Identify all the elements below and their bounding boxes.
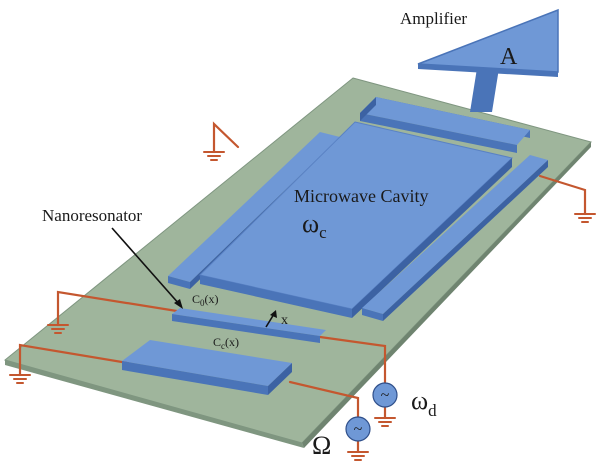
cavity-right-electrode <box>362 155 548 321</box>
omega-d-label: ωd <box>411 386 437 420</box>
ground-icon <box>374 417 396 427</box>
board-edge-front <box>5 360 304 448</box>
omega-d-subscript: d <box>428 401 437 420</box>
nanoresonator-pointer <box>111 227 183 309</box>
ac-source-omega-d: ~ <box>372 382 398 408</box>
ground-icon <box>47 324 69 334</box>
wire-nanoresonator-right-source <box>318 335 387 385</box>
x-label: x <box>281 313 288 328</box>
amplifier-label: Amplifier <box>400 9 467 28</box>
wire-nanoresonator-left-ground <box>56 290 185 327</box>
omega-c-symbol: ω <box>302 209 319 238</box>
source-symbol-d: ~ <box>381 387 390 404</box>
amplifier <box>417 8 559 112</box>
ground-symbols <box>9 151 596 461</box>
amplifier-triangle-edge <box>418 64 558 77</box>
cc-subscript: c <box>221 341 225 351</box>
cc-main: C <box>213 335 221 349</box>
wire-left-electrode-ground <box>212 121 240 154</box>
c0-argument: (x) <box>205 292 219 306</box>
amplifier-stem <box>470 62 500 112</box>
cavity-title: Microwave Cavity <box>294 186 428 206</box>
ac-source-omega: ~ <box>345 416 371 442</box>
nanoresonator-label: Nanoresonator <box>42 206 142 225</box>
omega-c-label: ωc <box>302 209 327 242</box>
source-symbol-omega: ~ <box>354 421 363 438</box>
wiring <box>18 121 587 454</box>
big-omega-label: Ω <box>312 431 331 460</box>
ground-icon <box>574 213 596 223</box>
c0-subscript: 0 <box>200 298 205 308</box>
cc-argument: (x) <box>225 335 239 349</box>
wire-right-electrode-ground <box>538 174 587 216</box>
wire-bottom-electrode-ground <box>18 343 130 377</box>
ground-icon <box>347 451 369 461</box>
c0-main: C <box>192 292 200 306</box>
cavity-top-electrode <box>360 97 530 153</box>
amplifier-symbol: A <box>500 44 518 70</box>
omega-d-symbol: ω <box>411 386 428 415</box>
ground-icon <box>9 374 31 384</box>
cc-label: Cc(x) <box>213 335 239 351</box>
nanoresonator-beam <box>172 308 326 343</box>
omega-c-subscript: c <box>319 223 327 242</box>
bottom-drive-electrode <box>122 340 292 395</box>
ground-icon <box>203 151 225 161</box>
displacement-arrow <box>265 310 277 328</box>
board-edge-right <box>302 142 591 448</box>
wire-bottom-electrode-source <box>288 380 360 419</box>
c0-label: C0(x) <box>192 292 219 308</box>
microwave-cavity <box>198 121 514 318</box>
